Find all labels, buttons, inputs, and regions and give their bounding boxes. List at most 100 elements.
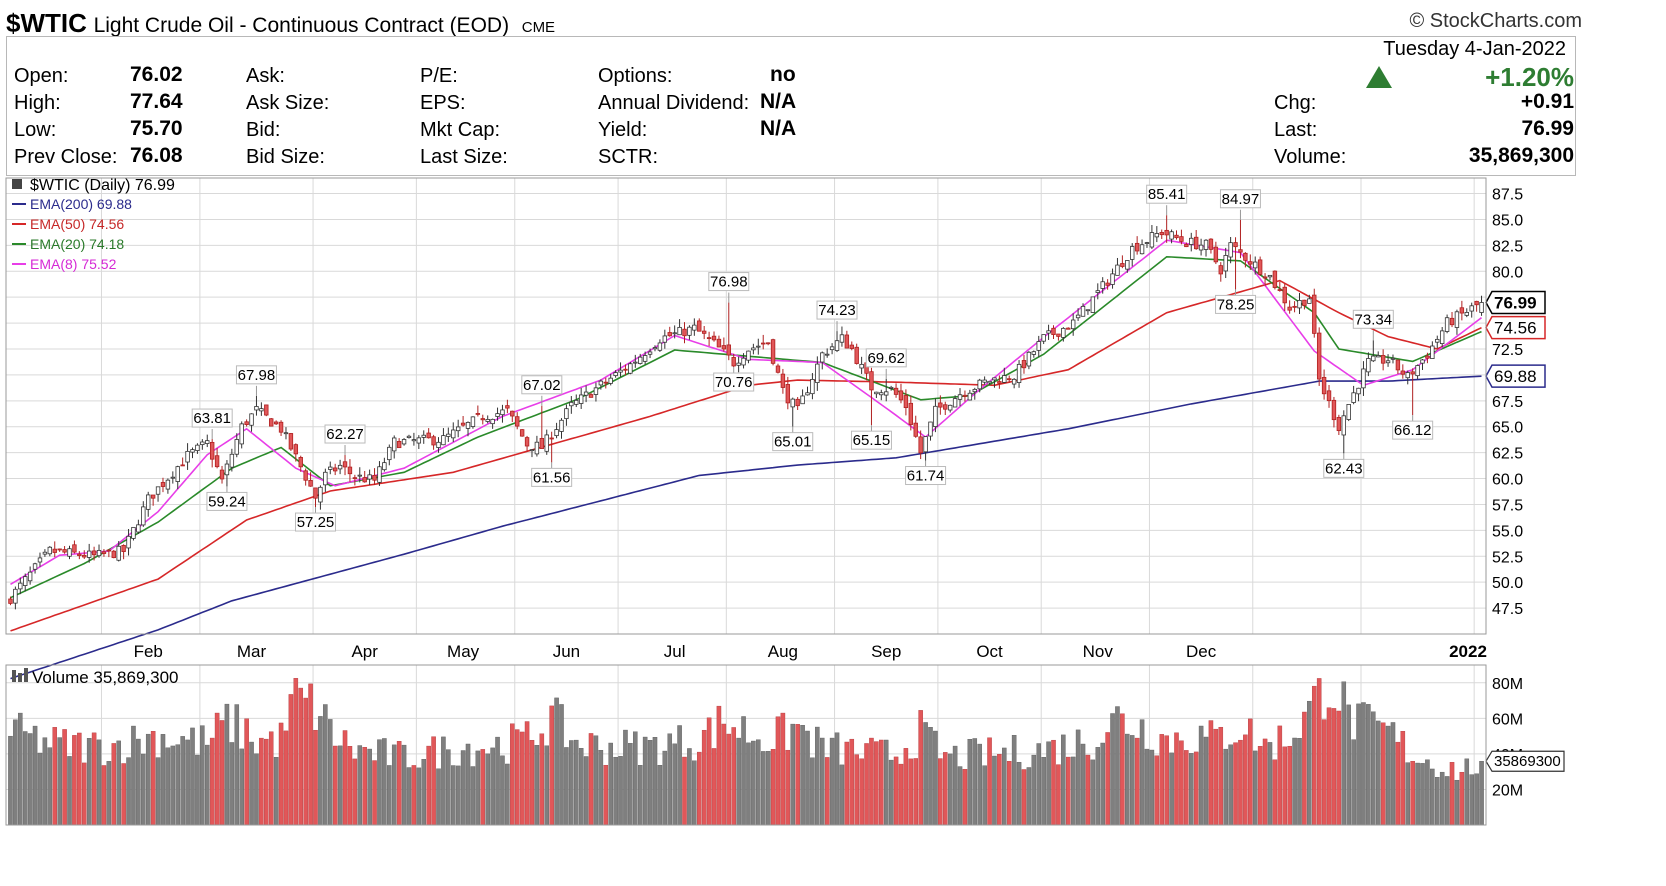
volume-bar (411, 765, 417, 826)
volume-bar (490, 747, 495, 826)
volume-bar (760, 751, 766, 826)
volume-bar (37, 752, 43, 826)
candle-body (357, 474, 362, 477)
volume-bar (849, 738, 855, 826)
candle-body (1198, 244, 1204, 251)
candle-body (657, 342, 663, 351)
candle-body (57, 548, 62, 551)
candle-body (805, 392, 810, 396)
volume-bar (327, 719, 333, 826)
volume-bar (32, 725, 38, 826)
candle-body (820, 352, 825, 363)
candle-body (1444, 317, 1450, 332)
volume-bar (529, 739, 535, 826)
candle-body (701, 330, 707, 334)
volume-bar (1036, 743, 1042, 826)
volume-frame (5, 664, 1487, 826)
volume-bar (436, 768, 441, 826)
candle-body (401, 439, 407, 445)
volume-bar (57, 737, 62, 826)
volume-bar (908, 758, 914, 826)
candle-body (938, 402, 943, 408)
options-label: Options: (598, 65, 673, 87)
x-tick-label: May (447, 642, 480, 661)
volume-bar (367, 748, 372, 826)
annotation-label: 61.74 (907, 468, 945, 485)
legend-ema200: EMA(200) 69.88 (30, 196, 132, 212)
volume-bar (603, 764, 609, 826)
candle-body (859, 363, 864, 369)
candle-body (608, 377, 613, 384)
volume-bar (898, 763, 904, 826)
volume-bar (682, 756, 687, 826)
candle-body (313, 487, 318, 499)
volume-bar (86, 738, 92, 826)
y-tick-label: 67.5 (1492, 394, 1523, 411)
candle-body (436, 441, 441, 448)
volume-tick-label: 80M (1492, 676, 1523, 693)
volume-bar (1021, 769, 1027, 826)
volume-bar (687, 748, 692, 826)
volume-bar (696, 751, 702, 826)
low-label: Low: (14, 119, 57, 141)
candle-body (1307, 298, 1312, 304)
annotation-label: 65.01 (774, 434, 812, 451)
volume-bar (1105, 732, 1110, 826)
volume-bar (91, 732, 97, 826)
volume-bar (1297, 737, 1302, 826)
candle-body (706, 337, 712, 340)
legend-ema50: EMA(50) 74.56 (30, 216, 124, 232)
annotation-label: 67.02 (523, 377, 561, 394)
price-tag-box (1485, 315, 1546, 340)
volume-bar (785, 749, 791, 826)
ask-size-label: Ask Size: (246, 92, 330, 114)
volume-bar (1336, 710, 1342, 826)
annotation-box (1392, 420, 1434, 440)
volume-bar (869, 737, 874, 826)
candle-body (913, 422, 918, 437)
candle-body (765, 342, 771, 345)
x-tick-label: Oct (976, 642, 1003, 661)
candle-body (716, 338, 722, 348)
candle-body (72, 544, 77, 553)
brand-watermark[interactable]: © StockCharts.com (1409, 10, 1582, 32)
volume-bar (244, 718, 249, 826)
volume-bar (942, 752, 948, 826)
annotation-box (1219, 189, 1261, 209)
volume-bar (883, 739, 889, 826)
candle-body (475, 413, 481, 415)
quote-panel (6, 36, 1576, 176)
candle-body (736, 362, 741, 366)
candle-body (1425, 355, 1430, 359)
volume-bar (1070, 756, 1076, 826)
candle-body (421, 434, 426, 438)
x-tick-label: Apr (351, 642, 378, 661)
candle-body (962, 394, 968, 397)
volume-bar (1287, 745, 1292, 826)
volume-bar (505, 763, 510, 826)
volume-bar (229, 742, 235, 826)
legend-ema8: EMA(8) 75.52 (30, 256, 117, 272)
volume-bar (1469, 774, 1474, 826)
candle-body (510, 410, 515, 417)
annual-dividend-value: N/A (760, 90, 797, 113)
candle-body (923, 436, 928, 453)
price-tag: 69.88 (1485, 364, 1546, 388)
volume-bar (1257, 746, 1263, 826)
candle-body (578, 394, 584, 404)
candle-body (1267, 274, 1273, 278)
candle-body (278, 421, 284, 433)
x-tick-label: Sep (871, 642, 901, 661)
candle-body (524, 437, 530, 447)
volume-bar (1110, 713, 1115, 826)
volume-bar (834, 732, 840, 826)
candle-body (136, 524, 141, 533)
candle-body (574, 399, 579, 405)
candle-body (1390, 357, 1396, 360)
candle-body (726, 344, 731, 356)
volume-bar (1002, 747, 1007, 826)
symbol: $WTIC (6, 8, 87, 38)
volume-bar (972, 738, 978, 826)
candle-body (1474, 300, 1479, 306)
